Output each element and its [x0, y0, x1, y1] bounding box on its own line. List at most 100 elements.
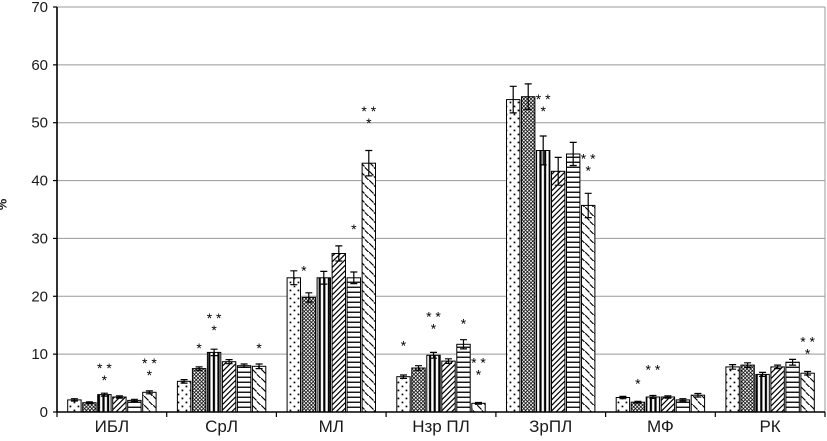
- bar: [346, 277, 362, 413]
- x-axis-category-label: МФ: [647, 417, 674, 436]
- bar-series-3-vertical-lines: [97, 135, 770, 413]
- x-axis-category-label: РК: [759, 417, 780, 436]
- error-bar: [584, 192, 592, 219]
- error-bar: [400, 374, 407, 379]
- significance-asterisk: *: [211, 322, 217, 338]
- bar: [361, 162, 377, 413]
- bar: [630, 401, 646, 413]
- bar: [785, 361, 800, 413]
- error-bar: [70, 398, 78, 402]
- y-tick-label: 60: [31, 57, 48, 74]
- y-tick-label: 10: [31, 346, 48, 363]
- error-bar: [634, 400, 642, 404]
- error-bar: [100, 392, 108, 397]
- error-bar: [524, 83, 532, 110]
- bar: [551, 170, 566, 413]
- error-bar: [240, 363, 248, 368]
- bar: [236, 365, 252, 413]
- bar: [536, 150, 551, 413]
- bar: [675, 399, 691, 413]
- bar: [142, 391, 157, 413]
- error-bar: [554, 156, 562, 186]
- error-bar: [350, 271, 358, 285]
- error-bar: [225, 359, 233, 365]
- significance-asterisk: * *: [646, 362, 661, 378]
- bar: [206, 351, 222, 413]
- significance-asterisk: *: [196, 340, 202, 356]
- significance-asterisk: *: [461, 315, 467, 331]
- error-bar: [335, 245, 343, 262]
- error-bar: [255, 363, 263, 370]
- significance-asterisk: *: [351, 221, 357, 237]
- y-tick-label: 0: [40, 404, 48, 421]
- bar: [566, 153, 581, 413]
- significance-asterisk: *: [585, 162, 591, 178]
- x-axis-category-label: МЛ: [319, 417, 344, 436]
- error-bar: [415, 365, 422, 371]
- error-bar: [475, 401, 482, 405]
- bar: [112, 396, 127, 413]
- axes: [56, 7, 825, 413]
- error-bar: [195, 366, 203, 371]
- significance-asterisk: * *: [361, 103, 376, 119]
- y-tick-label: 30: [31, 230, 48, 247]
- error-bar: [664, 395, 672, 399]
- bar: [191, 368, 207, 413]
- bar: [411, 367, 426, 413]
- bar: [690, 394, 706, 413]
- error-bar: [430, 351, 437, 359]
- error-bar: [729, 364, 737, 370]
- significance-asterisk: *: [431, 320, 437, 336]
- bar: [770, 366, 785, 413]
- error-bar: [305, 292, 313, 303]
- bar: [441, 360, 456, 413]
- bar: [456, 343, 471, 413]
- error-bar: [679, 398, 687, 402]
- significance-asterisk: * *: [471, 355, 486, 371]
- significance-asterisk: * *: [142, 355, 157, 371]
- significance-asterisk: *: [540, 103, 546, 119]
- error-bar: [539, 135, 547, 166]
- bar: [396, 376, 411, 413]
- significance-asterisk: * *: [800, 333, 815, 349]
- significance-asterisk: *: [147, 367, 153, 383]
- significance-asterisk: *: [366, 115, 372, 131]
- bar: [331, 253, 347, 413]
- bar: [426, 354, 441, 413]
- error-bar: [804, 370, 812, 376]
- bar: [176, 380, 192, 413]
- error-bar: [509, 85, 517, 114]
- significance-asterisk: *: [401, 337, 407, 353]
- bar: [800, 372, 815, 413]
- bar: [740, 364, 755, 413]
- error-bar: [649, 394, 657, 399]
- bar-series-1-dots: [67, 85, 740, 413]
- error-bar: [460, 339, 467, 350]
- bar: [506, 99, 521, 413]
- error-bar: [694, 392, 702, 398]
- y-tick-label: 20: [31, 288, 48, 305]
- error-bar: [789, 358, 797, 366]
- significance-asterisk: *: [256, 340, 262, 356]
- bar: [725, 366, 740, 413]
- y-tick-label: 50: [31, 115, 48, 132]
- x-axis-category-label: ЗрПЛ: [529, 417, 572, 436]
- error-bar: [774, 364, 782, 370]
- y-tick-label: 70: [31, 0, 48, 16]
- error-bar: [569, 141, 577, 167]
- bar: [251, 365, 267, 413]
- error-bar: [759, 371, 767, 377]
- error-bar: [210, 348, 218, 357]
- error-bar: [180, 379, 188, 384]
- x-axis-category-label: СрЛ: [205, 417, 238, 436]
- significance-asterisk: * *: [581, 150, 596, 166]
- error-bar: [365, 149, 373, 177]
- bar: [645, 396, 661, 413]
- bar: [755, 373, 770, 413]
- bar: [67, 399, 82, 413]
- significance-asterisk: * *: [426, 308, 441, 324]
- error-bar: [619, 395, 627, 400]
- significance-asterisk: *: [476, 367, 482, 383]
